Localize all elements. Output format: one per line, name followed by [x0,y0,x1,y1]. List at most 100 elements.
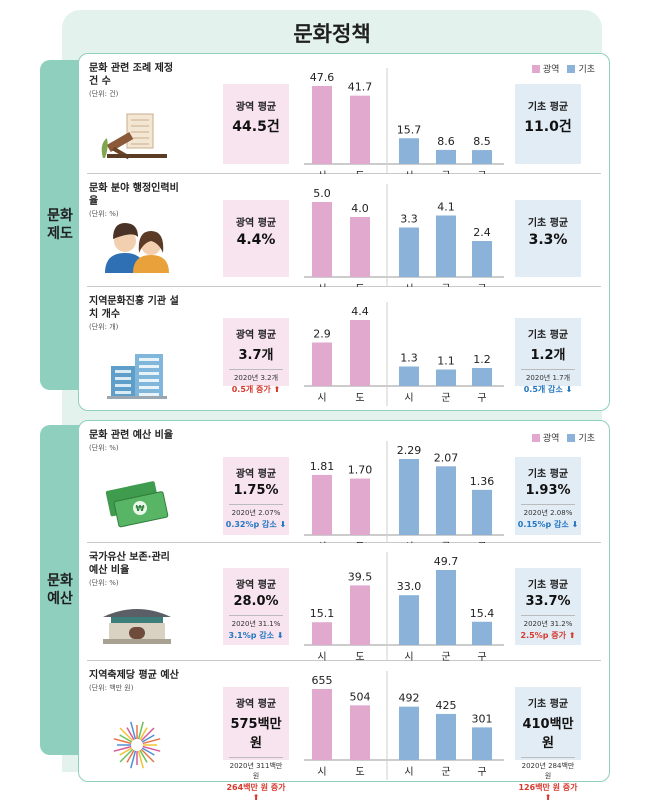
chart-title: 국가유산 보존·관리 예산 비율 (단위: %) [89,551,179,588]
legend-basic: 기초 [567,431,595,444]
basic-bar-군 [436,713,456,760]
metro-bar-도 [350,585,370,645]
chart-row: 국가유산 보존·관리 예산 비율 (단위: %) 광역 평균 28.0% 2020년 3… [79,543,609,661]
category-label: 시 [404,283,413,287]
chart-unit: (단위: 백만 원) [89,684,134,692]
category-label: 군 [441,651,450,661]
bar-value-label: 8.6 [437,135,455,148]
decrease-indicator: 0.5개 감소 ⬇ [523,385,573,394]
category-label: 군 [441,170,450,174]
chart-title: 문화 관련 예산 비율 (단위: %) [89,429,179,453]
previous-year-value: 2020년 3.2개 [229,369,283,383]
basic-bar-구 [472,368,492,386]
chart-unit: (단위: 개) [89,323,119,331]
category-label: 시 [404,651,413,661]
metro-bar-도 [350,95,370,164]
bar-value-label: 4.1 [437,201,455,214]
metro-bar-도 [350,217,370,277]
category-label: 도 [355,171,364,174]
average-value: 3.7개 [238,348,274,363]
basic-bar-구 [472,621,492,645]
chart-title-text: 지역문화진흥 기관 설치 개수 [89,296,179,320]
average-label: 광역 평균 [235,218,277,229]
bar-value-label: 1.1 [437,355,455,368]
basic-average-box: 기초 평균 11.0건 [515,84,581,164]
average-label: 기초 평균 [527,469,569,480]
chart-title-text: 문화 관련 예산 비율 [89,430,174,441]
increase-indicator: 2.5%p 증가 ⬆ [520,631,576,640]
bar-value-label: 41.7 [348,81,373,94]
category-label: 시 [404,541,413,543]
category-label: 시 [317,283,326,287]
bar-value-label: 39.5 [348,570,373,583]
decrease-indicator: 0.15%p 감소 ⬇ [517,520,579,529]
chart-title: 지역문화진흥 기관 설치 개수 (단위: 개) [89,295,179,332]
average-value: 33.7% [525,594,571,609]
legend: 광역 기초 [531,431,595,444]
basic-average-box: 기초 평균 1.93% 2020년 2.08% 0.15%p 감소 ⬇ [515,457,581,535]
legend: 광역 기초 [531,62,595,75]
row-divider [87,286,601,287]
bar-value-label: 301 [472,712,493,725]
bar-value-label: 492 [399,692,420,705]
category-label: 시 [404,392,413,404]
page-title: 문화정책 [293,22,371,46]
previous-year-value: 2020년 1.7개 [521,369,575,383]
category-label: 시 [317,392,326,404]
bar-value-label: 47.6 [310,71,335,84]
category-label: 구 [477,542,486,543]
building-icon [107,354,167,399]
bar-chart: 655 시 504 도 492 시 425 군 301 구 [113,671,504,780]
basic-bar-군 [436,369,456,386]
chart-title-text: 문화 분야 행정인력비율 [89,183,179,207]
basic-bar-군 [436,215,456,277]
average-label: 기초 평균 [527,330,569,341]
bar-value-label: 2.29 [397,444,422,457]
basic-average-box: 기초 평균 410백만 원 2020년 284백만 원 126백만 원 증가 ⬆ [515,687,581,802]
chart-unit: (단위: 건) [89,90,119,98]
legend-metro: 광역 [531,431,559,444]
average-label: 기초 평균 [527,102,569,113]
chart-title-text: 문화 관련 조례 제정 건 수 [89,63,174,87]
bar-value-label: 1.36 [470,475,495,488]
bar-value-label: 1.2 [473,353,491,366]
average-value: 44.5건 [232,119,280,135]
bar-value-label: 15.4 [470,607,495,620]
category-label: 도 [355,284,364,287]
basic-bar-시 [399,138,419,164]
basic-bar-시 [399,459,419,535]
basic-bar-시 [399,706,419,760]
category-label: 구 [477,652,486,661]
section-system: 광역 기초 문화 관련 조례 제정 건 수 (단위: 건) 광역 평균 44.5건 기초… [78,53,610,411]
category-label: 시 [404,170,413,174]
previous-year-value: 2020년 311백만 원 [229,757,283,781]
bar-value-label: 15.1 [310,607,335,620]
basic-bar-군 [436,570,456,645]
section-label: 문화 제도 [47,207,73,242]
category-label: 도 [355,542,364,543]
basic-bar-구 [472,489,492,535]
bar-value-label: 4.4 [351,305,369,318]
metro-bar-시 [312,689,332,760]
metro-bar-시 [312,474,332,535]
section-budget: 광역 기초 문화 관련 예산 비율 (단위: %) 광역 평균 1.75% 2020년 … [78,420,610,802]
increase-indicator: 0.5개 증가 ⬆ [231,385,281,394]
metro-bar-시 [312,86,332,164]
bar-value-label: 655 [312,674,333,687]
chart-row: 문화 관련 예산 비율 (단위: %) 광역 평균 1.75% 2020년 2.07% 0… [79,421,609,543]
average-value: 3.3% [528,232,568,248]
section-tab-system: 문화 제도 [40,60,80,390]
metro-bar-시 [312,342,332,386]
metro-average-box: 광역 평균 28.0% 2020년 31.1% 3.1%p 감소 ⬇ [223,568,289,645]
bar-value-label: 1.3 [400,352,418,365]
category-label: 구 [477,393,486,404]
bar-value-label: 15.7 [397,123,422,136]
row-divider [87,660,601,661]
category-label: 군 [441,392,450,404]
basic-bar-군 [436,466,456,535]
increase-indicator: 126백만 원 증가 ⬆ [518,783,578,802]
chart-title: 지역축제당 평균 예산 (단위: 백만 원) [89,669,179,693]
average-value: 11.0건 [524,119,572,135]
average-value: 1.93% [525,483,571,498]
heritage-gate-icon [103,609,171,644]
